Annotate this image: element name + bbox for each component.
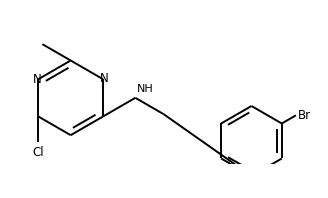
Text: Br: Br bbox=[298, 109, 311, 122]
Text: Cl: Cl bbox=[32, 146, 44, 159]
Text: NH: NH bbox=[136, 84, 153, 94]
Text: N: N bbox=[100, 71, 109, 85]
Text: N: N bbox=[33, 73, 42, 86]
